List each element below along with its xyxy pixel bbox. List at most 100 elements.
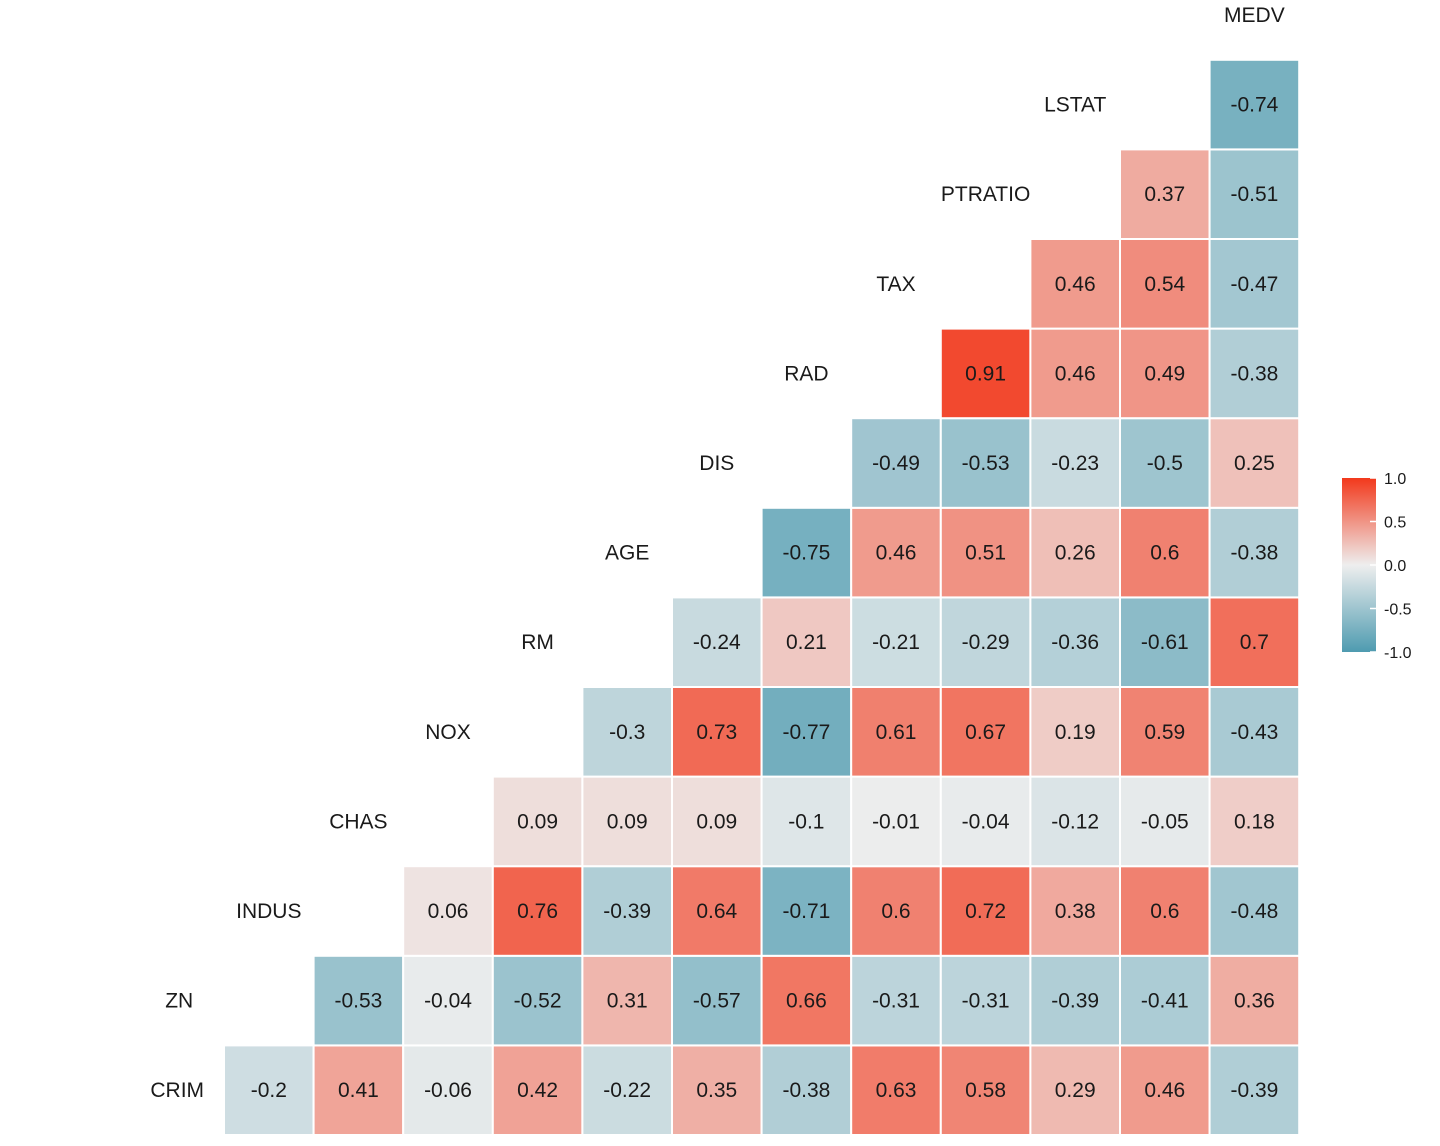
heatmap-cell-indus-rm: -0.39 <box>581 865 674 957</box>
cell-value-label: -0.39 <box>1230 1079 1278 1102</box>
cell-value-label: -0.38 <box>782 1079 830 1102</box>
cell-value-label: -0.38 <box>1230 542 1278 565</box>
variable-label-age: AGE <box>605 542 649 565</box>
heatmap-cell-dis-tax: -0.53 <box>939 417 1032 509</box>
cell-rect <box>1208 775 1301 868</box>
heatmap-cell-indus-ptratio: 0.38 <box>1029 865 1122 957</box>
heatmap-cell-rad-tax: 0.91 <box>939 327 1032 420</box>
cell-rect <box>1208 954 1301 1047</box>
cell-rect <box>1029 1044 1122 1137</box>
heatmap-cell-indus-lstat: 0.6 <box>1119 865 1211 957</box>
cell-value-label: -0.77 <box>782 721 830 744</box>
cell-rect <box>939 954 1032 1047</box>
heatmap-cell-nox-rad: 0.61 <box>850 686 942 778</box>
variable-label-rad: RAD <box>784 362 828 385</box>
heatmap-cell-crim-tax: 0.58 <box>939 1044 1032 1137</box>
cell-value-label: -0.04 <box>962 810 1010 833</box>
heatmap-cell-crim-nox: 0.42 <box>491 1044 584 1137</box>
cell-value-label: 0.46 <box>1055 273 1096 296</box>
cell-rect <box>850 865 942 957</box>
cell-rect <box>1208 58 1301 151</box>
heatmap-cell-zn-medv: 0.36 <box>1208 954 1301 1047</box>
cell-rect <box>760 686 853 778</box>
cell-value-label: 0.6 <box>1150 900 1179 923</box>
heatmap-cell-rm-dis: 0.21 <box>760 596 853 689</box>
heatmap-cell-age-dis: -0.75 <box>760 506 853 599</box>
heatmap-cell-crim-ptratio: 0.29 <box>1029 1044 1122 1137</box>
heatmap-cell-tax-lstat: 0.54 <box>1119 238 1211 330</box>
cell-value-label: -0.1 <box>788 810 824 833</box>
heatmap-cell-chas-lstat: -0.05 <box>1119 775 1211 868</box>
heatmap-cell-nox-lstat: 0.59 <box>1119 686 1211 778</box>
cell-value-label: -0.51 <box>1230 183 1278 206</box>
heatmap-cell-chas-dis: -0.1 <box>760 775 853 868</box>
variable-label-ptratio: PTRATIO <box>941 183 1030 206</box>
cell-value-label: 0.46 <box>876 542 917 565</box>
cell-value-label: 0.64 <box>696 900 737 923</box>
cell-value-label: 0.51 <box>965 542 1006 565</box>
cell-value-label: -0.71 <box>782 900 830 923</box>
heatmap-cell-nox-medv: -0.43 <box>1208 686 1301 778</box>
cell-value-label: -0.53 <box>962 452 1010 475</box>
cell-value-label: 0.91 <box>965 362 1006 385</box>
heatmap-cell-rm-tax: -0.29 <box>939 596 1032 689</box>
heatmap-cell-tax-ptratio: 0.46 <box>1029 238 1122 330</box>
heatmap-cell-dis-ptratio: -0.23 <box>1029 417 1122 509</box>
cell-rect <box>581 954 674 1047</box>
cell-rect <box>1208 1044 1301 1137</box>
cell-value-label: 0.37 <box>1144 183 1185 206</box>
cell-value-label: -0.75 <box>782 542 830 565</box>
cell-value-label: 0.61 <box>876 721 917 744</box>
heatmap-cell-crim-lstat: 0.46 <box>1119 1044 1211 1137</box>
cell-value-label: 0.6 <box>1150 542 1179 565</box>
cell-value-label: 0.36 <box>1234 990 1275 1013</box>
heatmap-cell-indus-chas: 0.06 <box>402 865 494 957</box>
cell-rect <box>1029 686 1122 778</box>
heatmap-cell-crim-zn: -0.2 <box>223 1044 315 1137</box>
cell-rect <box>581 1044 674 1137</box>
cell-value-label: -0.23 <box>1051 452 1099 475</box>
heatmap-cell-zn-ptratio: -0.39 <box>1029 954 1122 1047</box>
heatmap-cell-chas-tax: -0.04 <box>939 775 1032 868</box>
cell-value-label: -0.29 <box>962 631 1010 654</box>
heatmap-cell-age-lstat: 0.6 <box>1119 506 1211 599</box>
cell-value-label: -0.74 <box>1230 94 1278 117</box>
cell-rect <box>223 1044 315 1137</box>
cell-value-label: 0.58 <box>965 1079 1006 1102</box>
cell-rect <box>760 954 853 1047</box>
cell-value-label: -0.39 <box>1051 990 1099 1013</box>
cell-value-label: 0.18 <box>1234 810 1275 833</box>
legend-tick-label: 0.5 <box>1384 515 1406 532</box>
cell-rect <box>1208 417 1301 509</box>
cell-rect <box>312 1044 405 1137</box>
cell-rect <box>850 775 942 868</box>
cell-rect <box>671 596 763 689</box>
cell-rect <box>581 686 674 778</box>
heatmap-cell-ptratio-lstat: 0.37 <box>1119 148 1211 240</box>
cell-value-label: -0.05 <box>1141 810 1189 833</box>
heatmap-cell-dis-medv: 0.25 <box>1208 417 1301 509</box>
heatmap-cell-dis-lstat: -0.5 <box>1119 417 1211 509</box>
heatmap-cell-crim-rm: -0.22 <box>581 1044 674 1137</box>
cell-value-label: 0.67 <box>965 721 1006 744</box>
cell-rect <box>1029 327 1122 420</box>
variable-label-dis: DIS <box>699 452 734 475</box>
cell-value-label: -0.53 <box>334 990 382 1013</box>
cell-rect <box>1208 596 1301 689</box>
cell-value-label: -0.12 <box>1051 810 1099 833</box>
cell-rect <box>581 775 674 868</box>
heatmap-cell-zn-nox: -0.52 <box>491 954 584 1047</box>
cell-rect <box>850 1044 942 1137</box>
cell-value-label: 0.46 <box>1055 362 1096 385</box>
variable-label-crim: CRIM <box>150 1079 204 1102</box>
cell-value-label: 0.09 <box>607 810 648 833</box>
heatmap-cell-chas-nox: 0.09 <box>491 775 584 868</box>
heatmap-cell-nox-ptratio: 0.19 <box>1029 686 1122 778</box>
heatmap-cell-rm-rad: -0.21 <box>850 596 942 689</box>
cell-rect <box>1029 506 1122 599</box>
heatmap-cell-indus-medv: -0.48 <box>1208 865 1301 957</box>
cell-rect <box>1208 506 1301 599</box>
cell-value-label: 0.54 <box>1144 273 1185 296</box>
